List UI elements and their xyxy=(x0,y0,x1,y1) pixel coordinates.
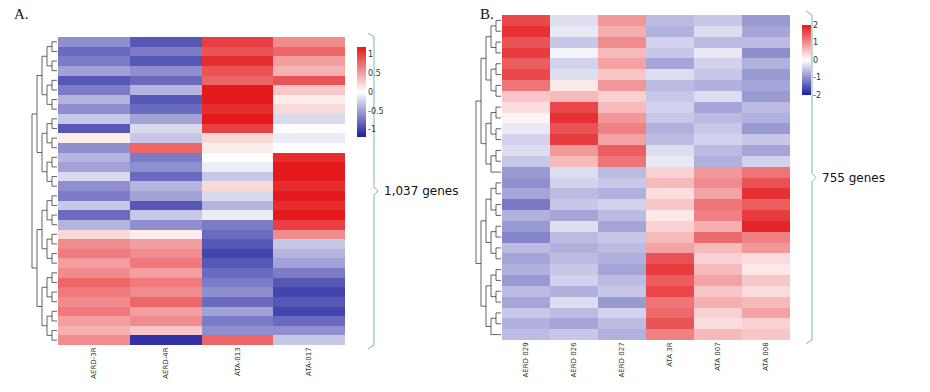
svg-text:A.: A. xyxy=(14,6,29,22)
svg-text:0: 0 xyxy=(813,56,818,65)
svg-text:1,037 genes: 1,037 genes xyxy=(384,184,458,198)
svg-text:-1: -1 xyxy=(368,125,376,134)
svg-text:AERD 029: AERD 029 xyxy=(522,342,530,377)
svg-text:AERD 026: AERD 026 xyxy=(570,342,578,378)
svg-text:1: 1 xyxy=(813,38,818,47)
svg-text:AERD-4R: AERD-4R xyxy=(162,347,170,378)
svg-text:755 genes: 755 genes xyxy=(822,171,885,185)
svg-text:ATA 3R: ATA 3R xyxy=(666,342,674,366)
svg-text:ATA-017: ATA-017 xyxy=(305,347,313,376)
svg-text:ATA-013: ATA-013 xyxy=(234,347,242,376)
svg-text:ATA 008: ATA 008 xyxy=(762,342,770,370)
svg-text:-0.5: -0.5 xyxy=(368,107,384,116)
svg-text:-1: -1 xyxy=(813,73,821,82)
svg-text:B.: B. xyxy=(480,6,494,22)
svg-text:ATA 007: ATA 007 xyxy=(714,342,722,370)
svg-text:1: 1 xyxy=(368,50,373,59)
svg-text:0: 0 xyxy=(368,88,373,97)
svg-text:0.5: 0.5 xyxy=(368,69,381,78)
svg-text:2: 2 xyxy=(813,21,818,30)
svg-text:AERD-3R: AERD-3R xyxy=(90,347,98,378)
svg-text:-2: -2 xyxy=(813,91,821,100)
svg-text:AERD 027: AERD 027 xyxy=(618,342,626,377)
